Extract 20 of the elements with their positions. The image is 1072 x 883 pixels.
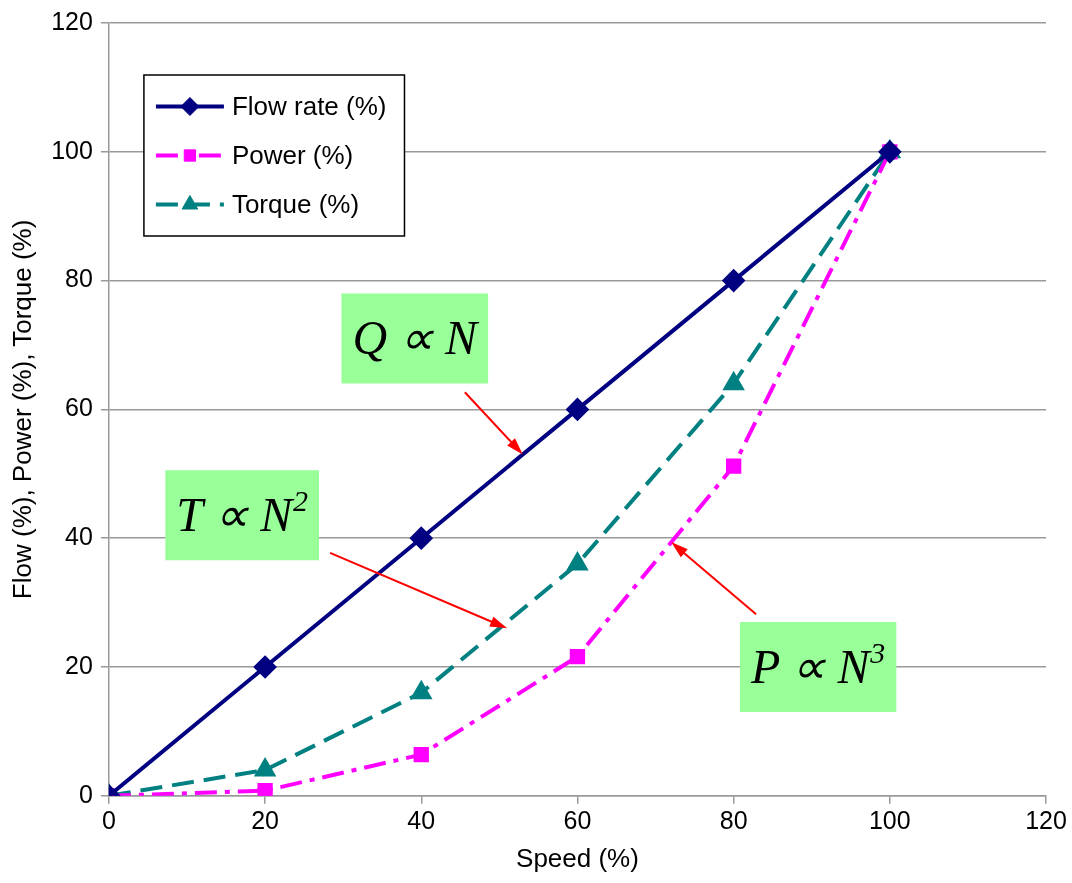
x-tick-label: 60 bbox=[563, 805, 592, 834]
x-tick-label: 100 bbox=[868, 805, 911, 834]
y-tick-label: 120 bbox=[51, 6, 93, 35]
legend-label: Torque (%) bbox=[231, 188, 360, 219]
legend-label: Flow rate (%) bbox=[231, 90, 387, 121]
annotation: Q ∝ N bbox=[352, 311, 481, 365]
y-tick-label: 100 bbox=[51, 135, 93, 164]
y-tick-label: 20 bbox=[65, 650, 93, 679]
x-tick-label: 0 bbox=[101, 805, 116, 834]
x-axis-title: Speed (%) bbox=[516, 842, 639, 873]
y-axis-title: Flow (%), Power (%), Torque (%) bbox=[6, 219, 37, 600]
x-tick-label: 20 bbox=[251, 805, 279, 834]
y-tick-label: 40 bbox=[65, 522, 93, 551]
y-tick-label: 60 bbox=[65, 393, 93, 422]
x-tick-label: 80 bbox=[719, 805, 748, 834]
legend-label: Power (%) bbox=[231, 139, 354, 170]
y-tick-label: 80 bbox=[65, 264, 93, 293]
x-tick-label: 120 bbox=[1025, 805, 1067, 834]
x-tick-label: 40 bbox=[407, 805, 436, 834]
y-tick-label: 0 bbox=[79, 779, 93, 808]
